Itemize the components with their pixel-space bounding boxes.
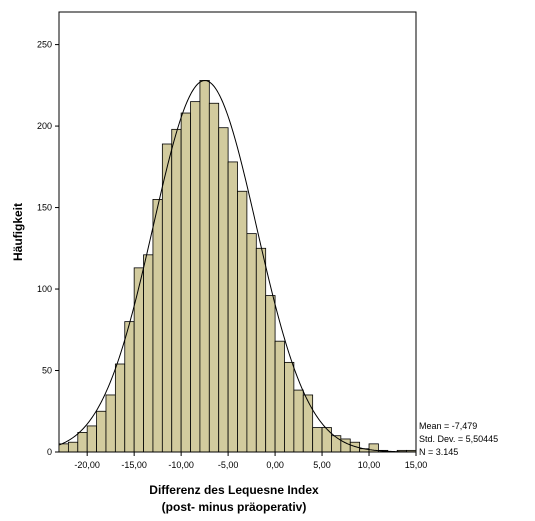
y-tick-label-4: 200 (37, 121, 52, 131)
y-axis-title: Häufigkeit (11, 203, 25, 261)
stats-std-dev: Std. Dev. = 5,50445 (419, 434, 498, 444)
y-tick-label-1: 50 (42, 366, 52, 376)
histogram-bar-2 (77, 432, 88, 453)
x-tick-label-0: -20,00 (74, 460, 100, 470)
x-tick-label-3: -5,00 (218, 460, 239, 470)
histogram-bar-13 (180, 112, 191, 453)
x-axis-title-line1: Differenz des Lequesne Index (149, 483, 319, 497)
histogram-bars (58, 80, 417, 453)
histogram-bar-5 (105, 394, 116, 453)
x-axis-title-line2: (post- minus präoperativ) (162, 500, 307, 514)
histogram-bar-25 (293, 389, 304, 453)
histogram-bar-18 (227, 161, 238, 453)
histogram-bar-3 (86, 425, 97, 453)
histogram-bar-11 (161, 143, 173, 453)
y-tick-label-3: 150 (37, 203, 52, 213)
y-tick-label-0: 0 (47, 447, 52, 457)
x-axis-ticks: -20,00 -15,00 -10,00 -5,00 0,00 5,00 10,00 15,0… (74, 452, 427, 470)
histogram-bar-10 (152, 199, 163, 453)
histogram-bar-8 (133, 267, 144, 453)
x-tick-label-4: 0,00 (266, 460, 284, 470)
histogram-bar-29 (331, 435, 342, 453)
x-tick-label-2: -10,00 (168, 460, 194, 470)
histogram-bar-20 (246, 233, 257, 453)
histogram-bar-27 (312, 427, 323, 453)
y-tick-label-2: 100 (37, 284, 52, 294)
histogram-bar-4 (96, 410, 107, 453)
y-tick-label-5: 250 (37, 40, 52, 50)
histogram-bar-1 (67, 441, 79, 453)
histogram-bar-16 (208, 102, 220, 453)
histogram-bar-19 (237, 190, 248, 453)
histogram-bar-28 (321, 427, 332, 453)
histogram-bar-24 (284, 361, 295, 453)
normal-curve (58, 80, 417, 453)
histogram-bar-7 (124, 321, 135, 453)
stats-mean: Mean = -7,479 (419, 421, 477, 431)
x-tick-label-1: -15,00 (121, 460, 147, 470)
histogram-bar-0 (58, 443, 69, 453)
histogram-bar-22 (265, 295, 276, 453)
histogram-bar-21 (255, 247, 267, 453)
histogram-bar-9 (143, 254, 154, 453)
histogram-bar-12 (171, 128, 182, 453)
x-tick-label-6: 10,00 (358, 460, 381, 470)
x-tick-label-7: 15,00 (405, 460, 428, 470)
stats-n: N = 3.145 (419, 447, 458, 457)
histogram-bar-14 (190, 101, 201, 453)
histogram-bar-26 (302, 394, 314, 453)
x-tick-label-5: 5,00 (313, 460, 331, 470)
histogram-bar-6 (114, 363, 126, 453)
histogram-bar-23 (274, 340, 285, 453)
y-axis-ticks: 0 50 100 150 200 250 (37, 40, 59, 457)
histogram-bar-15 (199, 80, 210, 453)
histogram-bar-17 (218, 127, 229, 453)
